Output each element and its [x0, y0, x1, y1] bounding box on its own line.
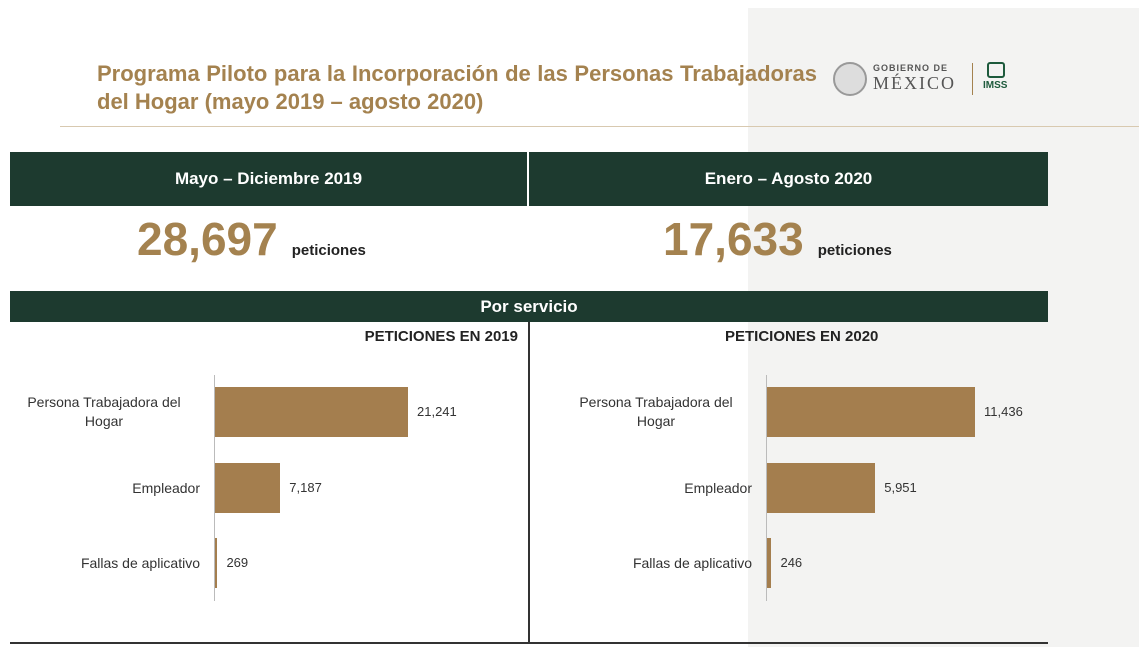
value-label: 269 [226, 555, 249, 570]
section-header: Por servicio [10, 291, 1048, 322]
bar [767, 538, 772, 588]
bar [215, 538, 218, 588]
value-label: 21,241 [417, 404, 457, 419]
bar [767, 463, 876, 513]
background-panel [748, 8, 1139, 647]
total: 28,697 [137, 213, 278, 265]
value-label: 246 [780, 555, 803, 570]
category-label: Empleador [552, 468, 752, 508]
chart-title: PETICIONES EN 2019 [364, 328, 518, 345]
category-label: Empleador [0, 468, 200, 508]
period-header: Enero – Agosto 2020 [529, 152, 1048, 206]
bar [215, 387, 408, 437]
logo-top: GOBIERNO DE [873, 63, 949, 73]
title: Programa Piloto para la Incorporación de… [97, 61, 817, 114]
category-text: Fallas de aplicativo [632, 554, 752, 571]
unit: peticiones [817, 242, 892, 259]
category-text: Fallas de aplicativo [80, 554, 200, 571]
category-label: Fallas de aplicativo [552, 543, 752, 583]
logo-divider [972, 63, 973, 95]
category-text: Persona Trabajadora del Hogar [27, 394, 181, 429]
category-label: Persona Trabajadora del Hogar [552, 392, 752, 432]
divider [528, 322, 530, 643]
logo-imss: IMSS [983, 80, 1008, 91]
category-label: Persona Trabajadora del Hogar [0, 392, 200, 432]
bottom-rule [10, 642, 1048, 644]
value-label: 11,436 [984, 404, 1023, 419]
unit: peticiones [291, 242, 366, 259]
category-label: Fallas de aplicativo [0, 543, 200, 583]
axis [766, 375, 767, 601]
category-text: Empleador [684, 479, 752, 496]
summary: 17,633 peticiones [663, 212, 892, 266]
summary: 28,697 peticiones [137, 212, 366, 266]
logo-imss-icon [987, 62, 1005, 78]
bar [767, 387, 975, 437]
axis [214, 375, 215, 601]
period-header: Mayo – Diciembre 2019 [10, 152, 527, 206]
total: 17,633 [663, 213, 804, 265]
value-label: 5,951 [884, 480, 917, 495]
logo-seal [833, 62, 867, 96]
rule [60, 126, 1139, 127]
value-label: 7,187 [289, 480, 322, 495]
logo-main: MÉXICO [873, 73, 956, 93]
bar [215, 463, 281, 513]
category-text: Empleador [132, 479, 200, 496]
category-text: Persona Trabajadora del Hogar [579, 394, 733, 429]
chart-title: PETICIONES EN 2020 [725, 328, 879, 345]
